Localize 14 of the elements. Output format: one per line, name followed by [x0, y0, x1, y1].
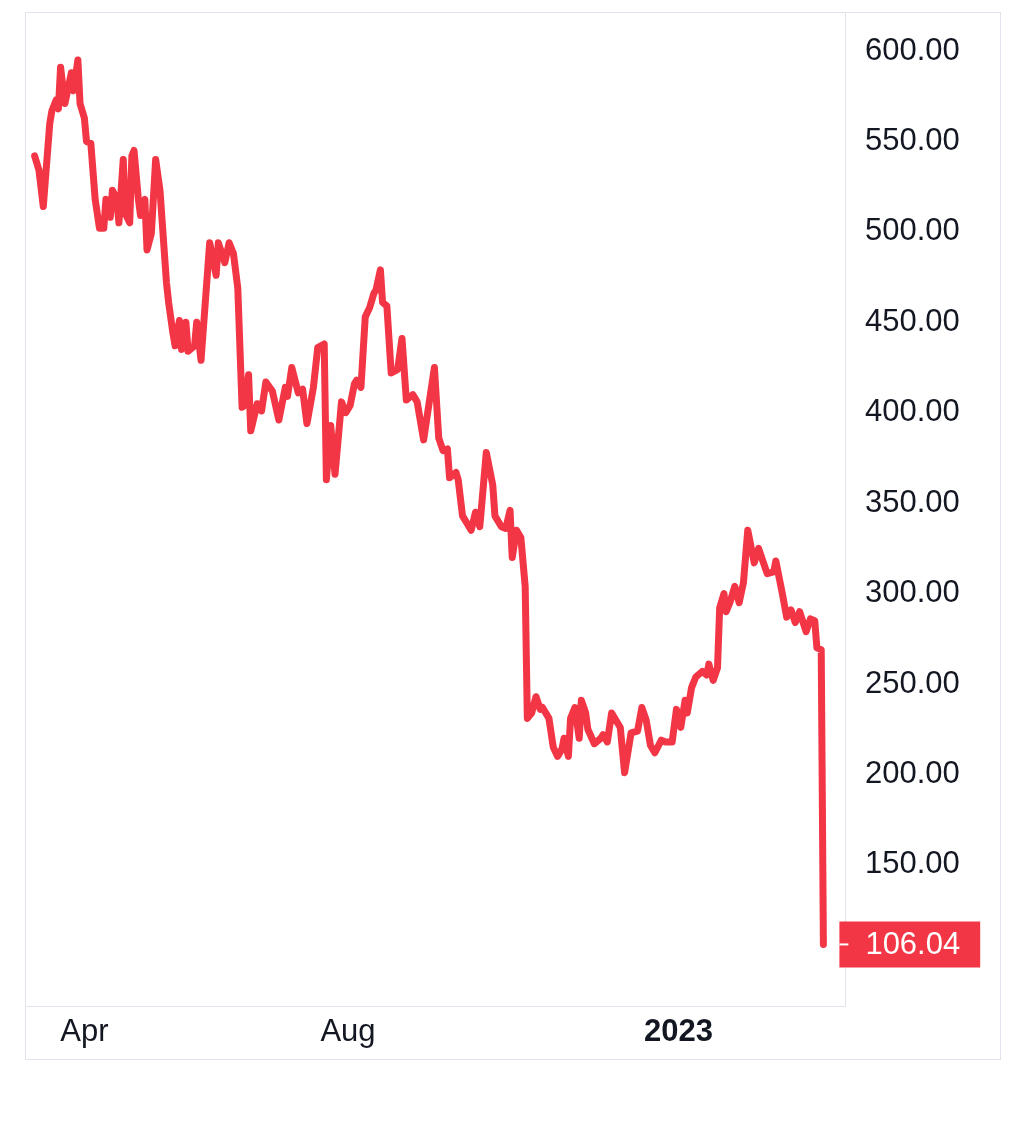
- x-tick-label: 2023: [644, 1013, 714, 1049]
- x-tick-label: Apr: [60, 1013, 109, 1049]
- y-tick-label: 200.00: [865, 755, 960, 791]
- y-tick-label: 250.00: [865, 664, 960, 700]
- y-tick-label: 500.00: [865, 212, 960, 248]
- y-tick-label: 350.00: [865, 483, 960, 519]
- y-tick-label: 300.00: [865, 574, 960, 610]
- x-tick-label: Aug: [320, 1013, 376, 1049]
- annotation: 106.04: [865, 925, 961, 961]
- y-tick-label: 400.00: [865, 393, 960, 429]
- y-tick-label: 550.00: [865, 121, 960, 157]
- y-tick-label: 150.00: [865, 845, 960, 881]
- y-tick-label: 600.00: [865, 31, 960, 67]
- y-tick-label: 450.00: [865, 302, 960, 338]
